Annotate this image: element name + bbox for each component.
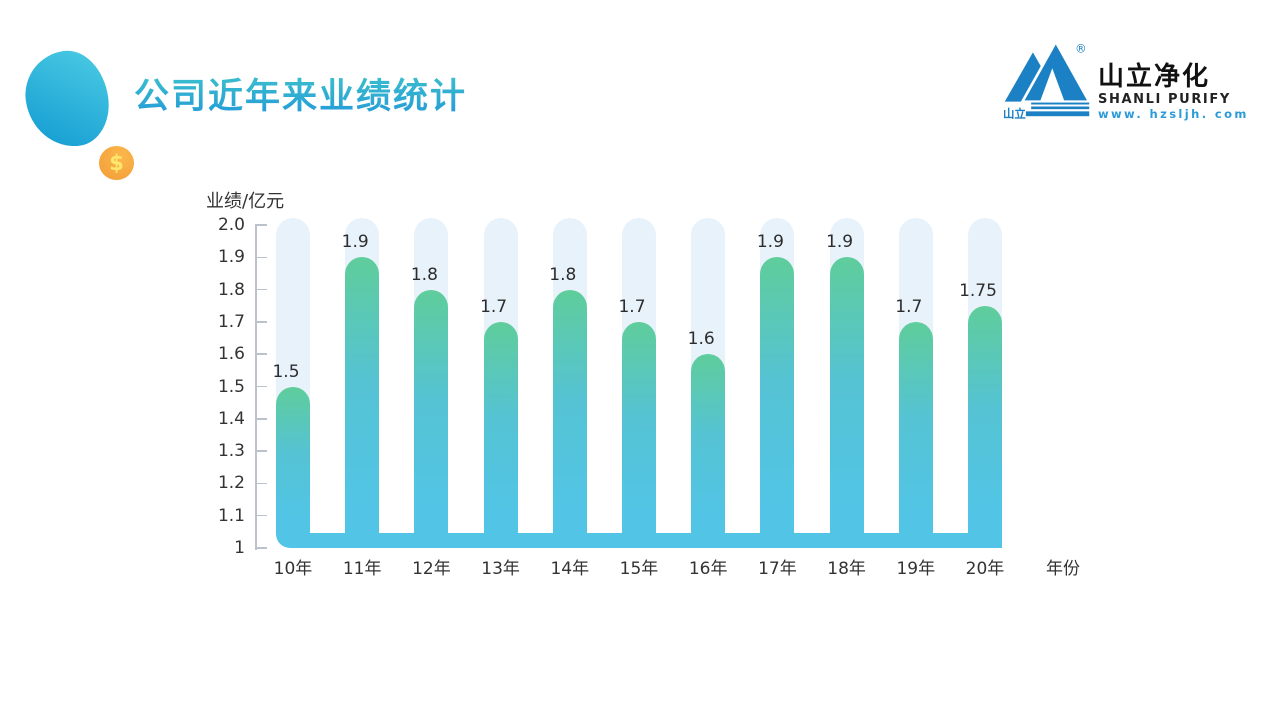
bar (483, 321, 518, 533)
bar-value-label: 1.5 (272, 361, 300, 382)
x-tick-label: 13年 (481, 559, 520, 579)
y-tick-mark (255, 450, 267, 452)
bar (276, 386, 310, 533)
bar-value-label: 1.8 (549, 264, 577, 285)
x-tick-label: 20年 (965, 559, 1005, 579)
bar (691, 354, 726, 533)
x-tick-label: 11年 (342, 559, 382, 579)
bar (622, 321, 656, 533)
y-tick-mark (255, 385, 267, 388)
bar-value-label: 1.9 (826, 232, 854, 253)
y-tick-mark (255, 224, 267, 226)
bar-chart: 业绩/亿元 年份 2.0 1.9 1.8 1.7 1.6 1.5 1.4 1.3 1.2 1.1 1… (206, 185, 1128, 605)
y-tick-mark (255, 288, 267, 291)
y-tick-label: 1.5 (217, 376, 245, 397)
x-tick-label: 14年 (550, 559, 590, 579)
decor-blob (19, 45, 115, 153)
bar-value-label: 1.7 (480, 296, 508, 317)
bar (829, 257, 864, 533)
y-tick-label: 1.9 (217, 247, 245, 268)
x-tick-label: 18年 (827, 559, 866, 579)
y-tick-label: 1.7 (217, 311, 245, 332)
bar (760, 257, 795, 533)
registered-trademark-icon: ® (1075, 41, 1086, 55)
y-tick-mark (255, 514, 267, 517)
bar (898, 321, 933, 533)
bar (552, 289, 587, 533)
x-tick-label: 15年 (619, 559, 659, 579)
y-tick-label: 1 (234, 538, 245, 558)
logo-name-cn: 山立净化 (1098, 62, 1211, 92)
x-tick-label: 17年 (758, 559, 797, 579)
y-tick-mark (255, 482, 267, 485)
y-tick-label: 1.4 (217, 408, 245, 429)
x-tick-label: 12年 (412, 559, 451, 579)
logo-text-block: 山立净化 SHANLI PURIFY www. hzsljh. com (1098, 40, 1249, 122)
x-tick-label: 19年 (896, 559, 936, 579)
bar-value-label: 1.7 (895, 296, 923, 317)
y-tick-label: 1.8 (217, 279, 245, 300)
y-tick-label: 1.6 (217, 344, 245, 365)
bar-value-label: 1.6 (687, 329, 715, 350)
y-tick-mark (255, 418, 267, 420)
x-tick-label: 10年 (273, 559, 313, 579)
y-tick-mark (255, 547, 267, 549)
y-axis-title: 业绩/亿元 (206, 191, 285, 212)
bar (345, 257, 380, 533)
y-tick-mark (255, 353, 267, 355)
logo-name-en: SHANLI PURIFY (1098, 92, 1231, 107)
baseline-band (276, 533, 1002, 548)
y-tick-mark (255, 321, 267, 323)
dollar-symbol: $ (109, 150, 124, 175)
bar (968, 305, 1002, 533)
y-tick-mark (255, 256, 267, 259)
page-title: 公司近年来业绩统计 (134, 68, 467, 119)
y-axis-line (255, 225, 257, 550)
y-tick-label: 1.3 (217, 441, 245, 462)
company-logo: 山立 ® 山立净化 SHANLI PURIFY www. hzsljh. com (1003, 40, 1249, 122)
x-axis-title: 年份 (1046, 559, 1080, 579)
y-tick-label: 1.1 (217, 505, 245, 526)
bar-value-label: 1.9 (341, 232, 369, 253)
bar-value-label: 1.8 (410, 264, 438, 285)
bar-value-label: 1.75 (959, 280, 997, 301)
logo-icon-label: 山立 (1003, 107, 1026, 121)
mountain-logo-icon: 山立 ® (1003, 40, 1091, 121)
logo-website: www. hzsljh. com (1098, 107, 1249, 121)
y-tick-label: 2.0 (217, 215, 245, 235)
bar-value-label: 1.9 (756, 232, 784, 253)
x-tick-label: 16年 (688, 559, 728, 579)
y-tick-label: 1.2 (217, 473, 245, 494)
dollar-coin-icon: $ (99, 146, 134, 180)
bar-value-label: 1.7 (618, 296, 646, 317)
bar (414, 289, 449, 533)
